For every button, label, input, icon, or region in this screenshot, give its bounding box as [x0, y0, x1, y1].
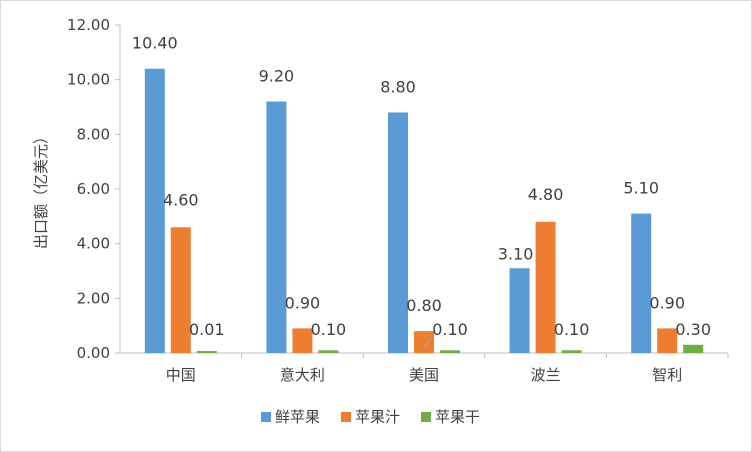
- bar: [388, 112, 408, 353]
- data-label: 9.20: [259, 67, 295, 86]
- bar: [657, 328, 678, 353]
- data-label: 0.80: [406, 296, 442, 315]
- bar: [631, 213, 652, 353]
- bar: [170, 227, 191, 353]
- y-axis-title: 出口额（亿美元）: [32, 129, 50, 249]
- y-tick-label: 2.00: [77, 289, 110, 307]
- x-tick-label: 中国: [166, 366, 196, 384]
- data-label: 5.10: [623, 179, 659, 198]
- bar: [266, 101, 287, 354]
- bar: [509, 268, 530, 353]
- bar: [196, 351, 217, 353]
- bar: [683, 344, 704, 353]
- legend-label: 苹果汁: [355, 408, 400, 426]
- data-label: 4.60: [163, 190, 199, 209]
- legend-label: 鲜苹果: [275, 408, 320, 426]
- bar: [144, 68, 165, 353]
- bar: [292, 328, 313, 353]
- x-tick-label: 意大利: [280, 366, 325, 384]
- data-label: 0.01: [189, 320, 225, 339]
- y-tick-label: 6.00: [77, 180, 110, 198]
- data-label: 3.10: [498, 244, 534, 263]
- data-label: 0.10: [432, 320, 468, 339]
- bars: [144, 68, 704, 354]
- legend-swatch: [261, 412, 271, 422]
- data-label: 4.80: [528, 185, 564, 204]
- legend-label: 苹果干: [435, 408, 480, 426]
- data-label: 0.30: [675, 320, 711, 339]
- bar: [440, 350, 460, 353]
- y-tick-label: 4.00: [77, 235, 110, 253]
- y-tick-label: 12.00: [67, 16, 110, 34]
- axes: 0.00 2.00 4.00 6.00 8.00 10.00 12.00 出口额（亿美元） 中国…: [32, 16, 729, 384]
- bar: [561, 350, 582, 353]
- bar: [318, 350, 339, 353]
- y-tick-label: 10.00: [67, 71, 110, 89]
- x-tick-label: 美国: [409, 366, 439, 384]
- y-tick-label: 8.00: [77, 125, 110, 143]
- legend-swatch: [341, 412, 351, 422]
- data-label: 0.90: [285, 293, 321, 312]
- bar: [535, 221, 556, 353]
- data-label: 10.40: [132, 34, 178, 53]
- legend: 鲜苹果 苹果汁 苹果干: [261, 408, 480, 426]
- x-tick-label: 智利: [652, 366, 682, 384]
- y-tick-label: 0.00: [77, 344, 110, 362]
- legend-swatch: [421, 412, 431, 422]
- data-label: 0.10: [311, 320, 347, 339]
- data-label: 8.80: [380, 77, 416, 96]
- data-label: 0.90: [649, 293, 685, 312]
- x-tick-label: 波兰: [531, 366, 561, 384]
- leader-line: [422, 337, 432, 350]
- bar: [414, 331, 434, 353]
- data-labels: 10.40 4.60 0.01 9.20 0.90 0.10 8.80 0.80 0.10 3.1…: [132, 34, 711, 350]
- data-label: 0.10: [554, 320, 590, 339]
